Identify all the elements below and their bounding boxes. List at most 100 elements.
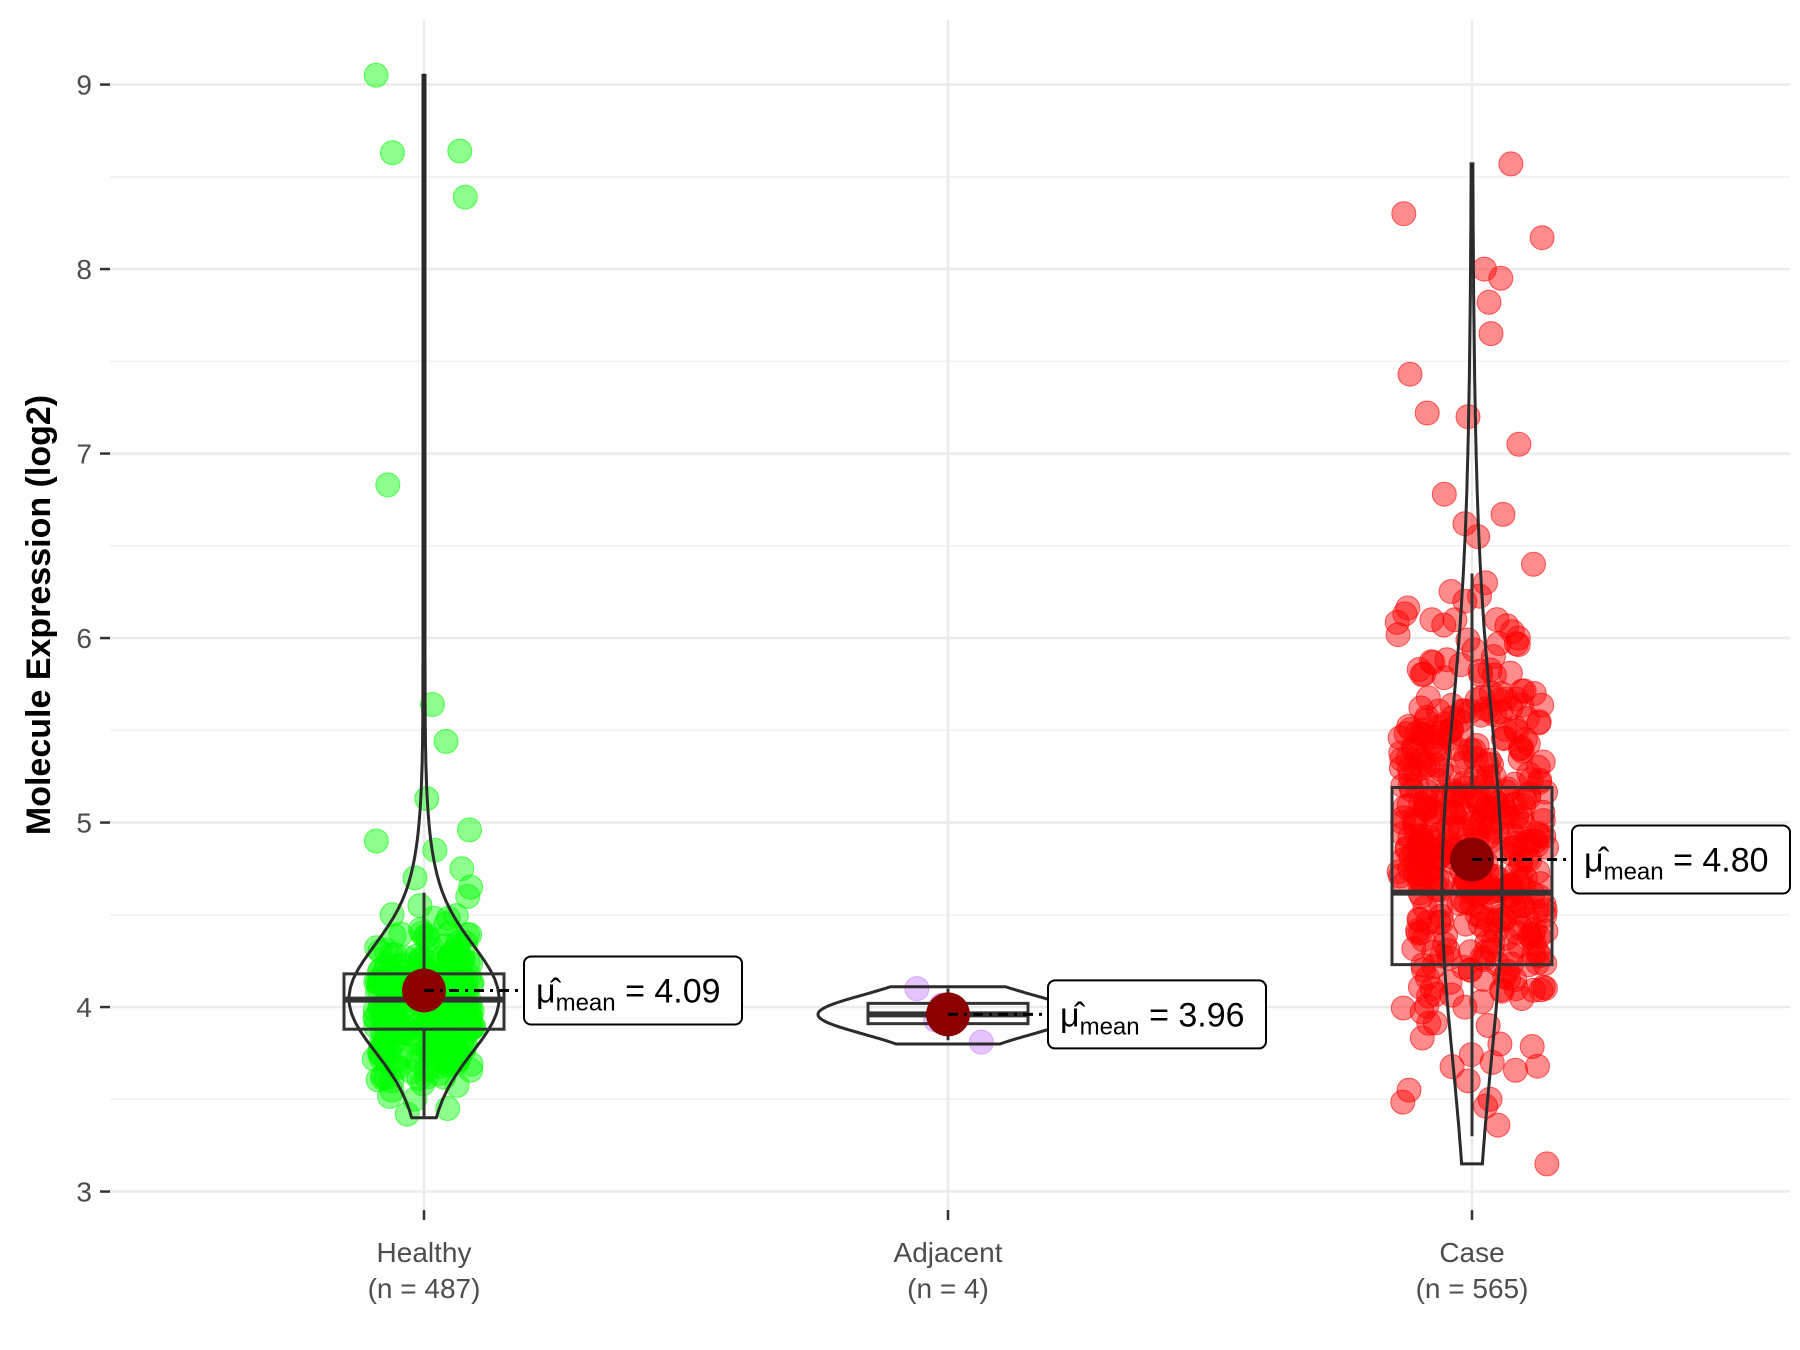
data-point [1390,1089,1416,1115]
data-point [388,921,414,947]
data-point [1435,937,1461,963]
data-point [415,1035,441,1061]
data-point [367,966,393,992]
x-tick-count: (n = 4) [907,1273,989,1304]
data-point [1431,481,1457,507]
data-point [1522,916,1548,942]
data-point [386,1047,412,1073]
data-point [458,874,484,900]
data-point [1505,632,1531,658]
data-point [1469,904,1495,930]
data-point [1399,777,1425,803]
data-point [1478,321,1504,347]
data-point [1413,708,1439,734]
data-point [1438,579,1464,604]
data-point [439,1011,465,1037]
data-point [457,817,482,843]
mean-label-text: μ̂mean = 4.09 [536,972,721,1016]
data-point [1488,265,1514,291]
data-point [1395,746,1421,772]
mean-label-box [523,955,743,1026]
data-point [1521,977,1546,1003]
data-point [1420,854,1445,880]
data-point [1521,551,1546,577]
y-tick-label: 6 [76,623,92,654]
mean-subscript: mean [1604,858,1664,885]
mean-subscript: mean [1080,1013,1140,1040]
data-point [1490,726,1516,752]
data-point [1422,1010,1448,1036]
mean-label: μ̂mean = 3.96 [1047,979,1267,1050]
y-axis: 3 4 5 6 7 8 9 [76,70,110,1208]
data-point [1391,201,1417,227]
data-point [363,62,389,88]
data-point [968,1029,994,1055]
group-healthy: μ̂mean = 4.09 [342,62,743,1127]
data-point [1530,808,1556,834]
data-point [1529,692,1555,718]
box-iqr [1390,786,1554,967]
data-point [1395,595,1421,621]
data-point [1529,225,1555,251]
y-tick-label: 8 [76,254,92,285]
data-point [452,184,478,210]
violin-outline [1440,162,1504,1166]
data-point [1426,698,1452,724]
x-tick-count: (n = 565) [1416,1273,1529,1304]
data-point [1493,779,1519,805]
data-point [1483,918,1509,944]
data-point [1503,631,1529,657]
data-point [377,1083,402,1109]
x-tick-label: Healthy [377,1237,472,1268]
data-point [1453,911,1479,937]
data-point [1516,781,1542,807]
data-point [1414,400,1440,426]
data-point [1526,709,1552,735]
data-point [1506,431,1532,457]
data-point [1506,900,1531,926]
mean-label-box [1047,979,1267,1050]
data-point [1419,607,1445,633]
data-point [1420,650,1446,675]
data-point [1461,637,1487,663]
y-tick-label: 9 [76,70,92,101]
y-axis-label: Molecule Expression (log2) [20,395,58,835]
mean-label-box [1571,824,1791,895]
violin-outline [347,73,501,1120]
data-point [1396,756,1422,782]
data-point [1394,836,1420,862]
data-point [1468,911,1493,937]
data-point [1415,862,1441,888]
data-point [1516,761,1542,787]
data-point [1534,1151,1560,1177]
data-point [445,1037,471,1063]
x-axis: Healthy (n = 487) Adjacent (n = 4) Case (n = … [368,1210,1529,1304]
data-point [453,930,479,956]
data-point [1454,783,1480,809]
mean-value: = 4.80 [1664,841,1769,879]
data-point [1519,1034,1545,1059]
data-point [1415,685,1441,711]
data-point [449,856,475,882]
y-tick-label: 4 [76,992,92,1023]
data-point [1525,939,1550,965]
data-point [1442,607,1468,633]
data-point [1397,361,1423,387]
data-point [1504,804,1529,830]
data-point [1449,798,1475,824]
data-point [363,828,389,854]
data-point [433,728,459,754]
x-tick-count: (n = 487) [368,1273,481,1304]
data-point [1409,1025,1435,1051]
data-point [414,1064,439,1090]
data-point [447,138,473,164]
data-point [1455,1068,1481,1094]
data-point [1469,989,1495,1015]
data-point [460,1013,486,1039]
data-point [433,932,459,958]
mean-subscript: mean [556,989,616,1016]
x-tick-label: Adjacent [894,1237,1003,1268]
data-point [1498,151,1524,177]
data-point [1475,764,1501,790]
data-point [1406,657,1432,682]
